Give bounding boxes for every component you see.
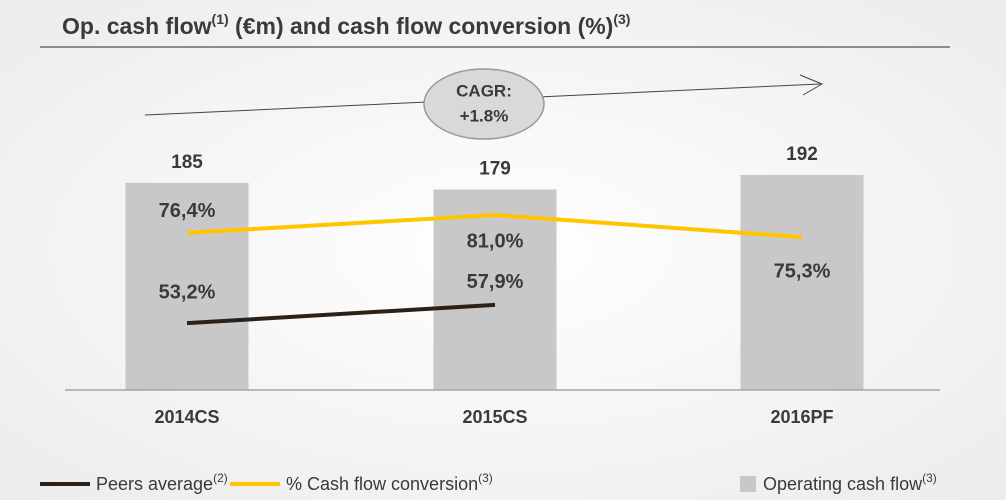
line-label: 57,9%	[467, 271, 524, 293]
legend-note: (3)	[922, 471, 937, 485]
x-tick-label: 2016PF	[770, 407, 833, 427]
bar-label: 185	[171, 152, 203, 173]
line-label: 53,2%	[159, 281, 216, 303]
legend-note: (2)	[213, 471, 228, 485]
legend-swatch	[740, 476, 756, 492]
bar	[125, 182, 249, 390]
legend: Peers average(2)% Cash flow conversion(3…	[40, 471, 937, 494]
line	[186, 212, 803, 240]
legend-label: Peers average(2)	[96, 471, 228, 494]
title-part: Op. cash flow	[62, 13, 212, 39]
legend-label: Operating cash flow(3)	[763, 471, 937, 494]
title-sup: (3)	[613, 11, 630, 27]
legend-label: % Cash flow conversion(3)	[286, 471, 493, 494]
title-sup: (1)	[212, 11, 229, 27]
bar-label: 192	[786, 144, 818, 165]
bar	[433, 189, 557, 390]
line-label: 81,0%	[467, 230, 524, 252]
chart-title: Op. cash flow(1) (€m) and cash flow conv…	[62, 11, 630, 39]
annotation: +1.8%	[460, 106, 509, 125]
line-label: 75,3%	[774, 260, 831, 282]
arrow-head	[799, 74, 824, 96]
x-tick-label: 2015CS	[462, 407, 527, 427]
legend-name: Peers average	[96, 474, 213, 494]
title-part: (€m) and cash flow conversion (%)	[229, 13, 614, 39]
legend-name: % Cash flow conversion	[286, 474, 478, 494]
x-tick-label: 2014CS	[154, 407, 219, 427]
bar	[740, 174, 864, 390]
cagr-bubble	[423, 68, 545, 140]
legend-note: (3)	[478, 471, 493, 485]
legend-name: Operating cash flow	[763, 474, 923, 494]
bar-label: 179	[479, 159, 511, 180]
plot: 2014CS 2015CS 2016PF 185 179 192 53,2% 57,9% 76,…	[125, 144, 864, 427]
annotation: CAGR:	[456, 81, 512, 100]
line	[186, 302, 496, 326]
line-label: 76,4%	[159, 200, 216, 222]
